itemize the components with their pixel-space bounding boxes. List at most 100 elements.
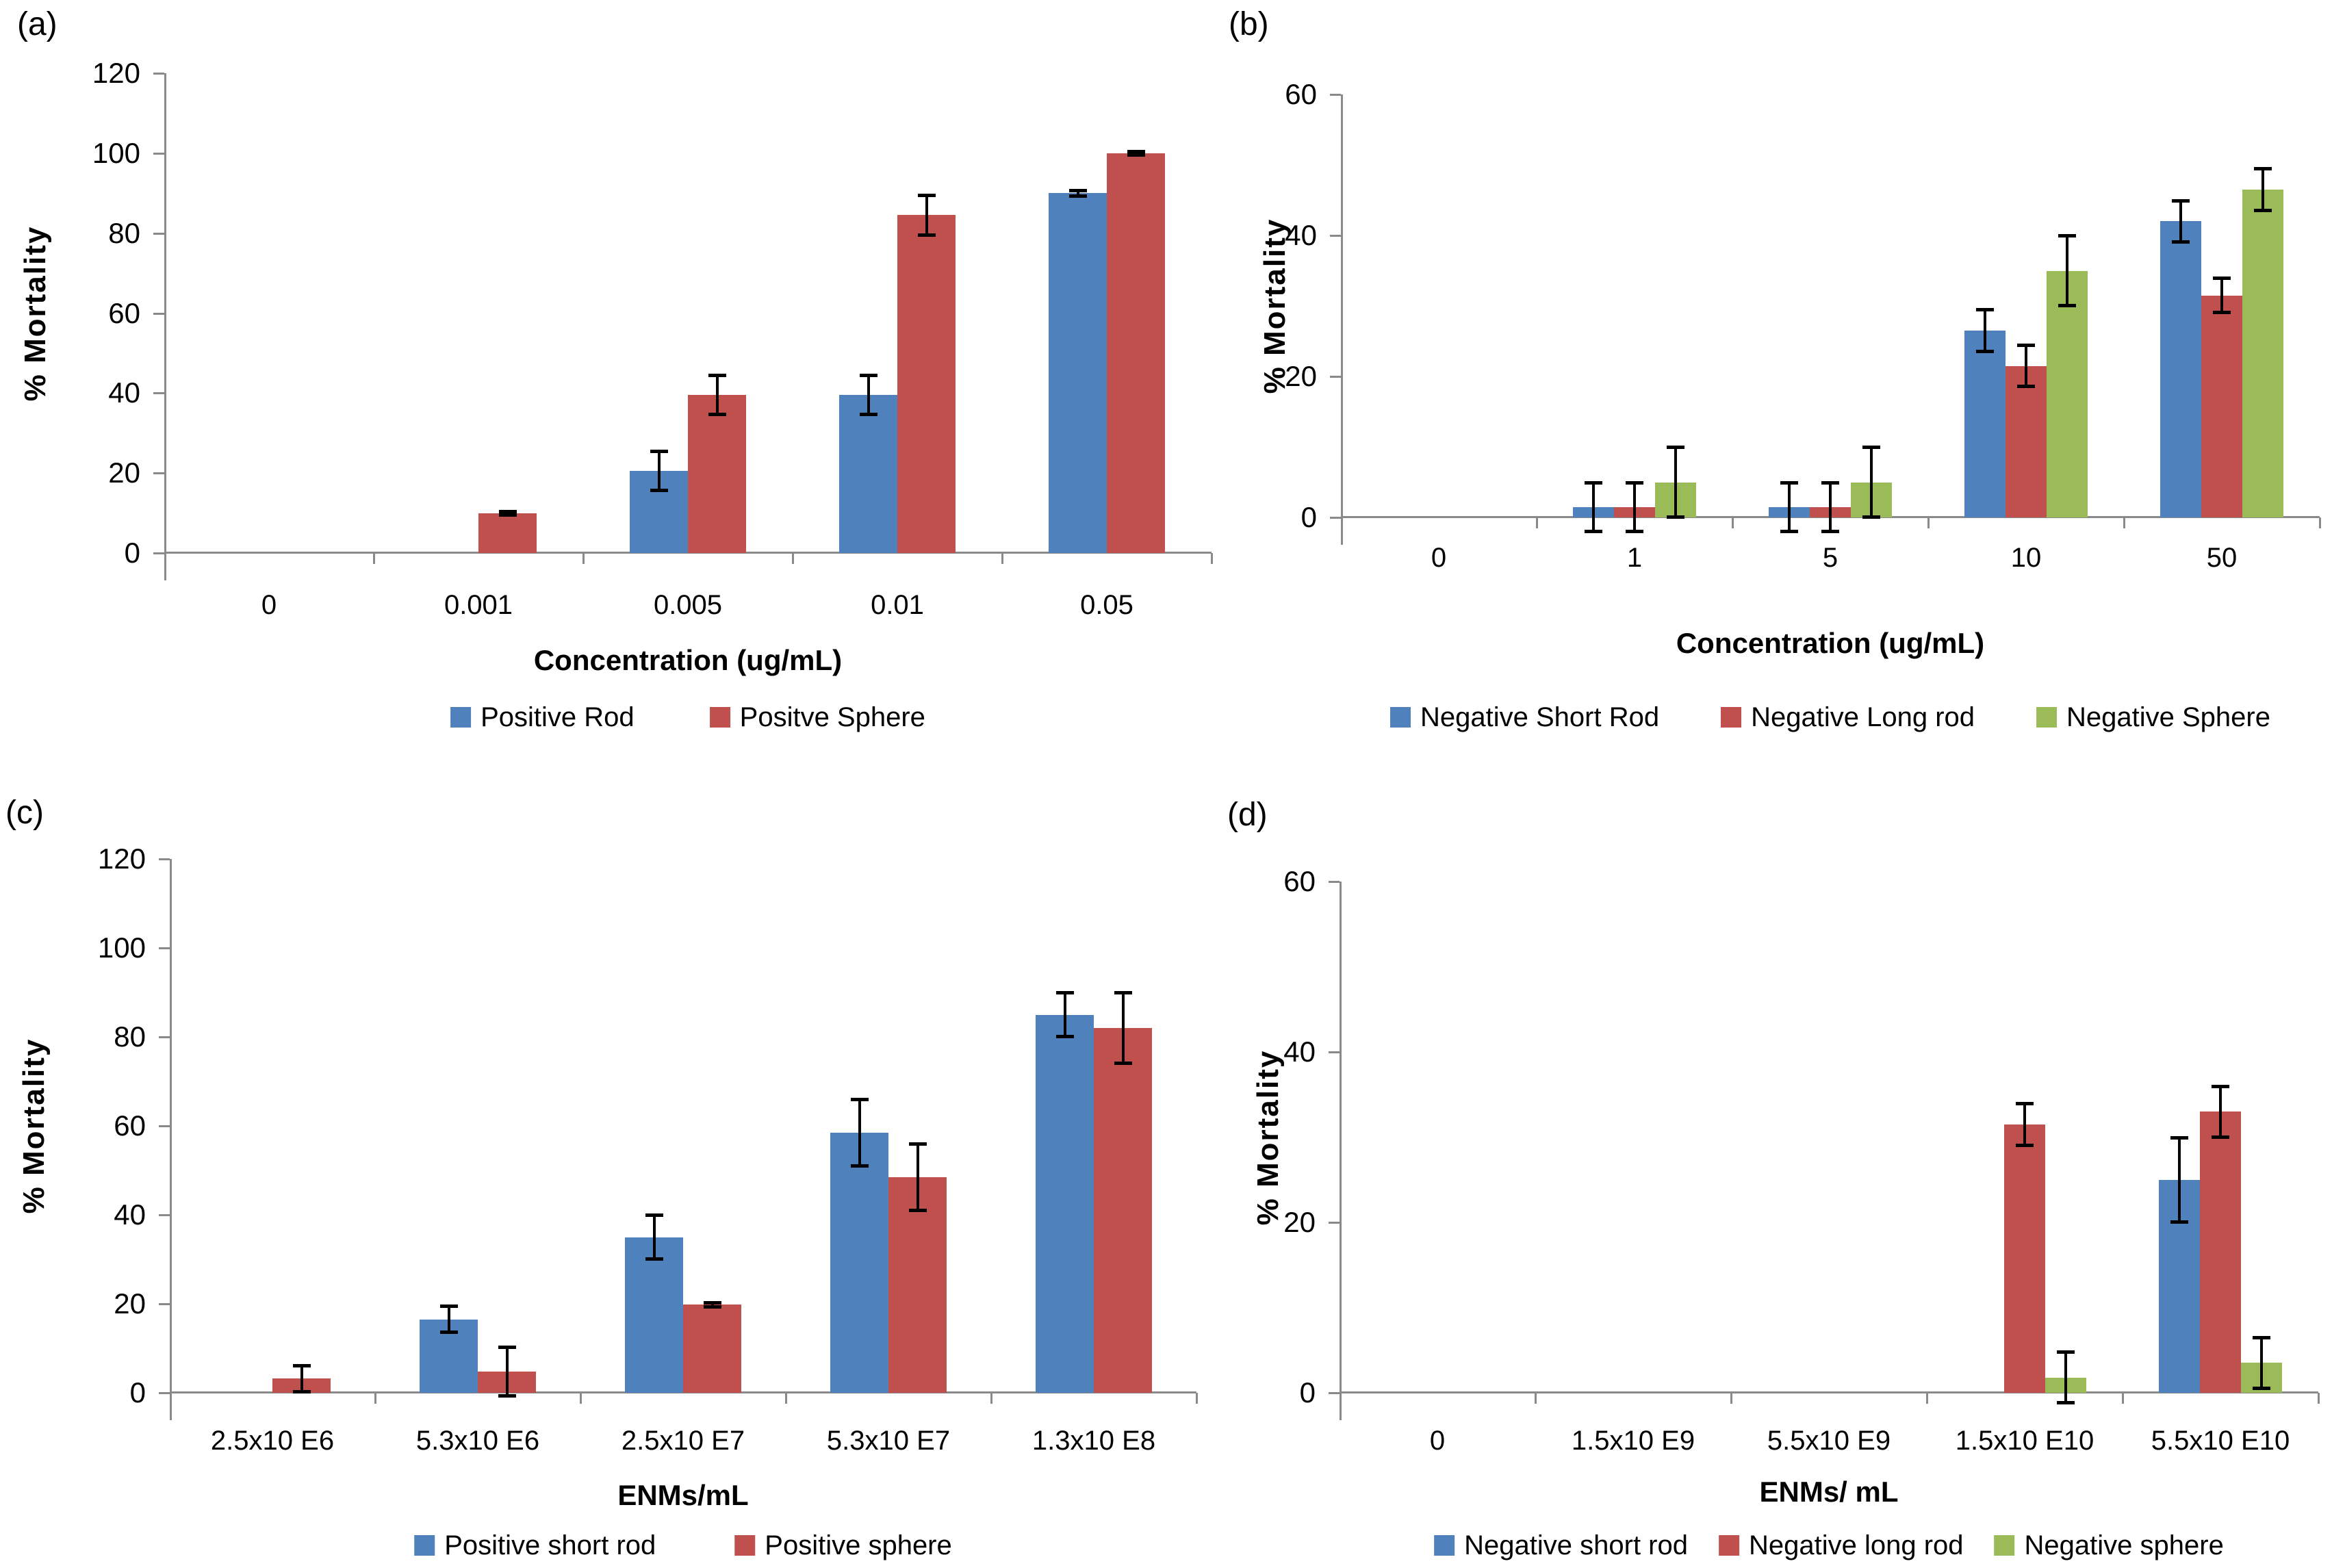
error-bar-cap — [1821, 529, 1839, 533]
error-bar-cap — [1585, 480, 1602, 485]
y-tick — [153, 392, 164, 395]
y-tick — [159, 1036, 170, 1038]
error-bar-cap — [2016, 1143, 2034, 1147]
error-bar-cap — [498, 509, 517, 513]
y-tick-label: 40 — [1283, 1036, 1316, 1068]
x-tick — [2123, 517, 2125, 528]
error-bar-cap — [1862, 515, 1880, 519]
error-bar — [2023, 1103, 2026, 1146]
y-tick-label: 0 — [129, 1376, 146, 1409]
bar — [2201, 295, 2242, 517]
legend-item: Positve Sphere — [709, 702, 925, 732]
bar — [1049, 193, 1107, 553]
x-tick — [1730, 1393, 1732, 1404]
y-tick-label: 120 — [97, 843, 146, 875]
error-bar-cap — [2170, 1220, 2188, 1224]
error-bar-cap — [1862, 446, 1880, 449]
error-bar-cap — [1055, 991, 1074, 994]
error-bar — [2066, 235, 2068, 306]
legend-item: Negative long rod — [1719, 1530, 1964, 1560]
error-bar-cap — [850, 1098, 869, 1101]
plot-area: 0 20 40 60 80 100 120 2.5x10 E6 5.3x10 E6 2.5x10 … — [98, 845, 1198, 1455]
bar — [478, 513, 537, 553]
error-bar-cap — [2057, 1400, 2075, 1404]
legend: Positive Rod Positve Sphere — [450, 702, 925, 732]
error-bar — [867, 375, 870, 415]
plot-area: 0 20 40 60 80 100 120 0 0.001 0.005 0.01 0.05 — [92, 59, 1213, 619]
error-bar — [2178, 1137, 2181, 1222]
error-bar-cap — [1114, 1062, 1132, 1065]
error-bar-cap — [2017, 385, 2035, 389]
plot-area: 0 20 40 60 0 1 5 10 50 — [1285, 80, 2321, 572]
bar — [1036, 1014, 1094, 1393]
legend-label: Negative sphere — [2024, 1530, 2224, 1560]
y-tick-label: 80 — [108, 216, 140, 249]
error-bar-cap — [498, 1346, 516, 1350]
y-axis-line — [1341, 94, 1343, 545]
legend-swatch — [1390, 707, 1411, 728]
error-bar-cap — [1780, 529, 1798, 533]
legend-item: Negative Long rod — [1721, 702, 1975, 732]
y-tick — [159, 947, 170, 949]
error-bar — [2220, 277, 2223, 313]
legend-label: Negative short rod — [1464, 1530, 1688, 1560]
panel-a: (a) % Mortality 0 20 40 60 80 100 120 0 0.001 0.0… — [0, 0, 1213, 784]
bar — [2160, 221, 2201, 517]
error-bar-cap — [2057, 1350, 2075, 1354]
x-tick — [373, 553, 375, 564]
error-bar — [858, 1099, 861, 1166]
error-bar — [2261, 168, 2264, 211]
error-bar-cap — [917, 194, 936, 198]
y-tick-label: 60 — [1283, 865, 1316, 897]
y-tick — [153, 73, 164, 75]
error-bar-cap — [645, 1213, 663, 1217]
legend-item: Positive Rod — [450, 702, 635, 732]
legend-label: Positive sphere — [765, 1530, 952, 1560]
y-tick — [159, 1125, 170, 1127]
error-bar-cap — [1667, 515, 1684, 519]
error-bar-cap — [439, 1331, 458, 1335]
error-bar-cap — [1127, 153, 1145, 157]
y-tick — [1330, 517, 1341, 519]
x-category-label: 0.05 — [1080, 590, 1133, 620]
error-bar-cap — [703, 1301, 721, 1305]
y-tick-label: 60 — [114, 1109, 146, 1142]
plot-area: 0 20 40 60 0 1.5x10 E9 5.5x10 E9 1.5x10 E10 5.5x… — [1283, 867, 2320, 1455]
error-bar — [925, 195, 928, 235]
x-category-label: 2.5x10 E6 — [210, 1426, 335, 1456]
legend-swatch — [1719, 1535, 1739, 1556]
x-category-label: 1 — [1626, 543, 1643, 573]
legend-label: Negative Sphere — [2066, 702, 2270, 732]
error-bar — [1674, 447, 1677, 517]
y-tick-label: 40 — [108, 376, 140, 409]
legend-label: Positve Sphere — [739, 702, 925, 732]
y-tick-label: 100 — [92, 136, 140, 169]
error-bar — [916, 1144, 919, 1211]
error-bar-cap — [1667, 446, 1684, 449]
y-axis-line — [164, 73, 166, 580]
error-bar-cap — [708, 413, 726, 417]
bar — [2006, 365, 2047, 517]
x-tick — [2318, 1393, 2320, 1404]
y-tick — [1330, 94, 1341, 96]
x-category-label: 5 — [1822, 543, 1838, 573]
error-bar — [1984, 309, 1986, 352]
x-axis-title: Concentration (ug/mL) — [1676, 627, 1985, 659]
error-bar — [2179, 200, 2182, 243]
x-axis-line — [1340, 1391, 2318, 1393]
y-tick-label: 20 — [108, 457, 140, 489]
y-tick — [153, 312, 164, 315]
error-bar-cap — [650, 489, 668, 493]
legend-swatch — [2036, 707, 2058, 728]
y-tick — [153, 152, 164, 155]
error-bar — [710, 1302, 714, 1307]
legend: Positive short rod Positive sphere — [414, 1530, 952, 1560]
bar — [2242, 190, 2283, 517]
bar — [688, 395, 746, 553]
error-bar-cap — [645, 1257, 663, 1261]
error-bar-cap — [292, 1363, 311, 1367]
x-tick — [792, 553, 794, 564]
y-tick — [159, 858, 170, 860]
panel-b: (b) % Mortality 0 20 40 60 0 1 5 10 50 Concentra… — [1166, 0, 2332, 784]
